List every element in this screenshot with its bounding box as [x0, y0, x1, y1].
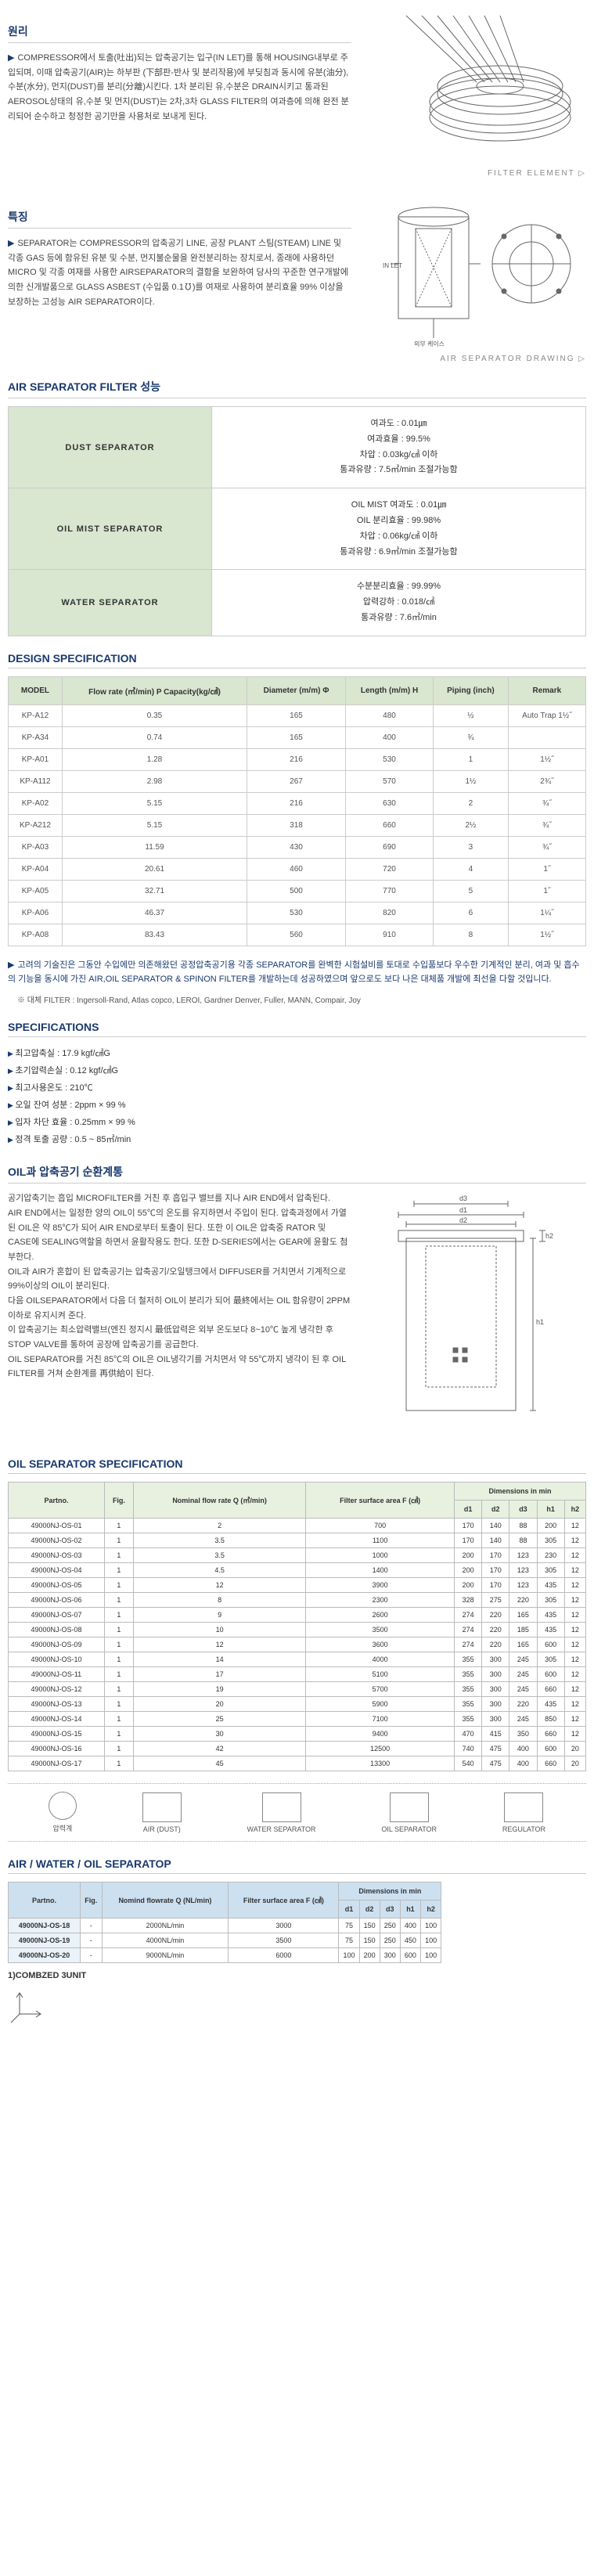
table-row: KP-A0311.594306903¾˝: [9, 836, 586, 858]
spec-item: 초기압력손실 : 0.12 kgf/㎠G: [8, 1062, 586, 1079]
spec-item: 최고사용온도 : 210℃: [8, 1079, 586, 1097]
specs-list: 최고압축실 : 17.9 kgf/㎠G초기압력손실 : 0.12 kgf/㎠G최…: [8, 1045, 586, 1148]
oil-separator-spec-table: Partno. Fig. Nominal flow rate Q (㎥/min)…: [8, 1482, 586, 1771]
perf-label: DUST SEPARATOR: [9, 407, 212, 488]
table-row: 49000NJ-OS-161421250074047540060020: [9, 1742, 586, 1756]
oil-sep-box: OIL SEPARATOR: [381, 1792, 437, 1833]
table-row: KP-A0646.3753082061¼˝: [9, 902, 586, 924]
table-row: 49000NJ-OS-18-2000NL/min3000751502504001…: [9, 1918, 441, 1933]
combined-title: AIR / WATER / OIL SEPARATOP: [8, 1857, 586, 1874]
svg-text:IN LET: IN LET: [383, 262, 402, 269]
water-sep-box: WATER SEPARATOR: [247, 1792, 316, 1833]
principle-body: ▶COMPRESSOR에서 토출(吐出)되는 압축공기는 입구(IN LET)를…: [8, 51, 351, 124]
table-row: 49000NJ-OS-12119570035530024566012: [9, 1682, 586, 1697]
table-row: 49000NJ-OS-15130940047041535066012: [9, 1727, 586, 1742]
design-note-sub: ※ 대체 FILTER : Ingersoll-Rand, Atlas copc…: [17, 993, 586, 1005]
table-row: 49000NJ-OS-09112360027422016560012: [9, 1637, 586, 1652]
perf-value: OIL MIST 여과도 : 0.01㎛OIL 분리효율 : 99.98%차압 …: [212, 488, 586, 570]
table-row: 49000NJ-OS-05112390020017012343512: [9, 1578, 586, 1593]
axis-icon: [8, 1987, 47, 2026]
table-row: KP-A0420.6146072041˝: [9, 858, 586, 880]
air-dust-box: AIR (DUST): [142, 1792, 182, 1833]
oil-separator-figure: d3 d1 d2 h1 h2: [367, 1191, 555, 1442]
table-row: 49000NJ-OS-08110350027422018543512: [9, 1623, 586, 1637]
perf-value: 수분분리효율 : 99.99%압력강하 : 0.018/㎠통과유량 : 7.6㎥…: [212, 570, 586, 636]
spec-item: 입자 차단 효율 : 0.25mm × 99 %: [8, 1114, 586, 1131]
table-row: 49000NJ-OS-19-4000NL/min3500751502504501…: [9, 1933, 441, 1948]
feature-body: ▶SEPARATOR는 COMPRESSOR의 압축공기 LINE, 공장 PL…: [8, 236, 351, 309]
table-row: 49000NJ-OS-0313.5100020017012323012: [9, 1548, 586, 1563]
table-row: 49000NJ-OS-14125710035530024585012: [9, 1712, 586, 1727]
perf-label: OIL MIST SEPARATOR: [9, 488, 212, 570]
perf-label: WATER SEPARATOR: [9, 570, 212, 636]
table-row: KP-A2125.153186602½¾˝: [9, 814, 586, 836]
table-row: 49000NJ-OS-171451330054047540066020: [9, 1756, 586, 1771]
feature-text: SEPARATOR는 COMPRESSOR의 압축공기 LINE, 공장 PLA…: [8, 239, 348, 307]
table-row: KP-A1122.982675701½2¾˝: [9, 770, 586, 792]
air-separator-drawing: IN LET 외부 케이스: [367, 193, 586, 350]
design-note: ▶고려의 기술진은 그동안 수입에만 의존해왔던 공정압축공기용 각종 SEPA…: [8, 958, 586, 987]
oilcycle-body: 공기압축기는 흡입 MICROFILTER를 거친 후 흡입구 밸브를 지나 A…: [8, 1191, 351, 1382]
combined-footer: 1)COMBZED 3UNIT: [8, 1971, 586, 1980]
svg-text:외부 케이스: 외부 케이스: [414, 340, 445, 348]
svg-text:d1: d1: [459, 1206, 467, 1214]
svg-text:d2: d2: [459, 1216, 467, 1224]
table-row: 49000NJ-OS-11117510035530024560012: [9, 1667, 586, 1682]
table-row: KP-A0883.4356091081½˝: [9, 924, 586, 946]
perf-value: 여과도 : 0.01㎛여과효율 : 99.5%차압 : 0.03kg/㎠ 이하통…: [212, 407, 586, 488]
table-row: 49000NJ-OS-01127001701408820012: [9, 1519, 586, 1533]
spec-item: 정격 토출 공량 : 0.5 ~ 85㎥/min: [8, 1131, 586, 1148]
oilcycle-title: OIL과 압축공기 순환계통: [8, 1164, 586, 1184]
bullet-icon: ▶: [8, 960, 14, 970]
filter-element-caption: FILTER ELEMENT ▷: [367, 169, 586, 178]
table-row: KP-A011.2821653011½˝: [9, 748, 586, 770]
spec-item: 오일 잔여 성분 : 2ppm × 99 %: [8, 1097, 586, 1114]
feature-title: 특징: [8, 209, 351, 229]
table-row: 49000NJ-OS-0719260027422016543512: [9, 1608, 586, 1623]
svg-text:h2: h2: [545, 1232, 553, 1240]
bullet-icon: ▶: [8, 239, 14, 248]
svg-text:h1: h1: [536, 1318, 544, 1326]
performance-table: DUST SEPARATOR여과도 : 0.01㎛여과효율 : 99.5%차압 …: [8, 406, 586, 636]
filter-element-figure: [367, 8, 586, 164]
design-title: DESIGN SPECIFICATION: [8, 652, 586, 668]
bullet-icon: ▶: [8, 53, 14, 63]
oilsep-title: OIL SEPARATOR SPECIFICATION: [8, 1457, 586, 1474]
table-row: KP-A120.35165480½Auto Trap 1½˝: [9, 704, 586, 726]
table-row: 49000NJ-OS-20-9000NL/min6000100200300600…: [9, 1948, 441, 1963]
table-row: 49000NJ-OS-13120590035530022043512: [9, 1697, 586, 1712]
regulator-box: REGULATOR: [502, 1792, 545, 1833]
table-row: 49000NJ-OS-0618230032827522030512: [9, 1593, 586, 1608]
perf-title: AIR SEPARATOR FILTER 성능: [8, 379, 586, 398]
combined-separator-table: Partno. Fig. Nomind flowrate Q (NL/min) …: [8, 1882, 441, 1963]
specs-title: SPECIFICATIONS: [8, 1021, 586, 1037]
svg-text:d3: d3: [459, 1194, 467, 1202]
principle-text: COMPRESSOR에서 토출(吐出)되는 압축공기는 입구(IN LET)를 …: [8, 53, 349, 121]
table-row: 49000NJ-OS-0213.511001701408830512: [9, 1533, 586, 1548]
table-row: 49000NJ-OS-10114400035530024530512: [9, 1652, 586, 1667]
design-spec-table: MODELFlow rate (㎥/min) P Capacity(kg/㎠)D…: [8, 676, 586, 946]
spec-item: 최고압축실 : 17.9 kgf/㎠G: [8, 1045, 586, 1062]
table-row: 49000NJ-OS-0414.5140020017012330512: [9, 1563, 586, 1578]
table-row: KP-A0532.7150077051˝: [9, 880, 586, 902]
principle-title: 원리: [8, 23, 351, 43]
regulator-chain: 압력계 AIR (DUST) WATER SEPARATOR OIL SEPAR…: [8, 1783, 586, 1842]
drawing-caption: AIR SEPARATOR DRAWING ▷: [367, 355, 586, 363]
table-row: KP-A025.152166302¾˝: [9, 792, 586, 814]
table-row: KP-A340.74165400¾: [9, 726, 586, 748]
pressure-gauge: 압력계: [49, 1792, 77, 1833]
